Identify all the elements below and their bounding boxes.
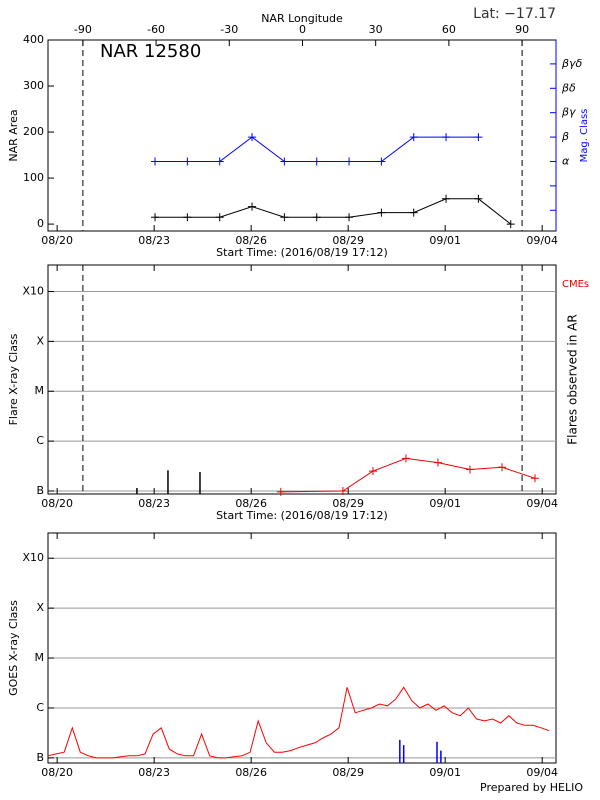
x-tick-label: 09/01 <box>429 766 461 779</box>
point-marker <box>215 213 224 222</box>
point-marker <box>442 133 451 142</box>
point-marker <box>474 194 483 203</box>
series-line <box>155 198 512 225</box>
y2-tick-label: βγδ <box>561 57 583 70</box>
point-marker <box>474 133 483 142</box>
y-tick-label: C <box>36 434 44 447</box>
x-tick-label: 08/29 <box>332 766 364 779</box>
x-tick-label: 08/26 <box>235 766 267 779</box>
x2-tick-label: 90 <box>515 23 529 36</box>
point-marker <box>280 213 289 222</box>
x-tick-label: 09/04 <box>526 766 558 779</box>
y-axis-title: NAR Area <box>7 109 20 161</box>
point-marker <box>433 458 442 467</box>
x-axis-title: Start Time: (2016/08/19 17:12) <box>216 246 388 259</box>
x2-tick-label: -90 <box>74 23 92 36</box>
x-tick-label: 08/29 <box>332 234 364 247</box>
x-tick-label: 08/26 <box>235 234 267 247</box>
x-tick-label: 08/26 <box>235 497 267 510</box>
point-marker <box>151 157 160 166</box>
point-marker <box>497 463 506 472</box>
plot-frame <box>47 39 557 232</box>
y-tick-label: X <box>36 601 44 614</box>
series-line <box>280 457 536 493</box>
y-tick-label: M <box>35 651 45 664</box>
y-tick-label: 400 <box>23 33 44 46</box>
x-tick-label: 08/23 <box>138 234 170 247</box>
point-marker <box>248 133 257 142</box>
y2-tick-label: βδ <box>561 81 576 94</box>
point-marker <box>312 213 321 222</box>
point-marker <box>312 157 321 166</box>
y2-tick-label: α <box>562 154 570 167</box>
y-axis-title: GOES X-ray Class <box>7 600 20 696</box>
point-marker <box>280 157 289 166</box>
y-tick-label: M <box>35 384 45 397</box>
y2-axis-title: Mag. Class <box>579 109 590 163</box>
point-marker <box>465 465 474 474</box>
x-tick-label: 08/23 <box>138 766 170 779</box>
y-tick-label: X <box>36 334 44 347</box>
point-marker <box>377 157 386 166</box>
x-tick-label: 08/20 <box>41 234 73 247</box>
series-line <box>47 686 550 759</box>
x-tick-label: 09/01 <box>429 497 461 510</box>
point-marker <box>248 202 257 211</box>
latitude-label: Lat: −17.17 <box>473 6 556 22</box>
y-tick-label: X10 <box>22 551 44 564</box>
y2-tick-label: βγ <box>561 106 576 119</box>
point-marker <box>409 208 418 217</box>
x-tick-label: 09/04 <box>526 234 558 247</box>
x2-tick-label: -30 <box>220 23 238 36</box>
plot-frame <box>47 532 557 764</box>
x-tick-label: 09/01 <box>429 234 461 247</box>
y-tick-label: 300 <box>23 79 44 92</box>
y-tick-label: B <box>36 751 44 764</box>
point-marker <box>215 157 224 166</box>
point-marker <box>151 213 160 222</box>
point-marker <box>409 133 418 142</box>
point-marker <box>377 208 386 217</box>
point-marker <box>530 474 539 483</box>
x2-tick-label: 60 <box>442 23 456 36</box>
y-tick-label: X10 <box>22 285 44 298</box>
point-marker <box>506 220 515 229</box>
x-tick-label: 09/04 <box>526 497 558 510</box>
x2-axis-title: NAR Longitude <box>261 12 343 25</box>
point-marker <box>401 454 410 463</box>
point-marker <box>276 487 285 496</box>
y-tick-label: 0 <box>37 217 44 230</box>
point-marker <box>368 467 377 476</box>
x-tick-label: 08/20 <box>41 766 73 779</box>
point-marker <box>338 486 347 495</box>
footer: Prepared by HELIO <box>480 781 583 794</box>
y2-axis-title: Flares observed in AR <box>566 314 580 444</box>
point-marker <box>183 213 192 222</box>
panel-annotation: NAR 12580 <box>100 41 201 62</box>
x2-tick-label: -60 <box>147 23 165 36</box>
point-marker <box>183 157 192 166</box>
point-marker <box>345 157 354 166</box>
y-tick-label: B <box>36 484 44 497</box>
y2-tick-label: β <box>561 130 569 143</box>
x2-tick-label: 30 <box>369 23 383 36</box>
x-axis-title: Start Time: (2016/08/19 17:12) <box>216 509 388 522</box>
y-tick-label: C <box>36 701 44 714</box>
y-axis-title: Flare X-ray Class <box>7 333 20 425</box>
y-tick-label: 200 <box>23 125 44 138</box>
point-marker <box>345 213 354 222</box>
y-tick-label: 100 <box>23 171 44 184</box>
x2-tick-label: 0 <box>299 23 306 36</box>
point-marker <box>442 194 451 203</box>
legend-label: CMEs <box>562 279 589 290</box>
x-tick-label: 08/20 <box>41 497 73 510</box>
plot-frame <box>47 264 557 495</box>
x-tick-label: 08/23 <box>138 497 170 510</box>
x-tick-label: 08/29 <box>332 497 364 510</box>
